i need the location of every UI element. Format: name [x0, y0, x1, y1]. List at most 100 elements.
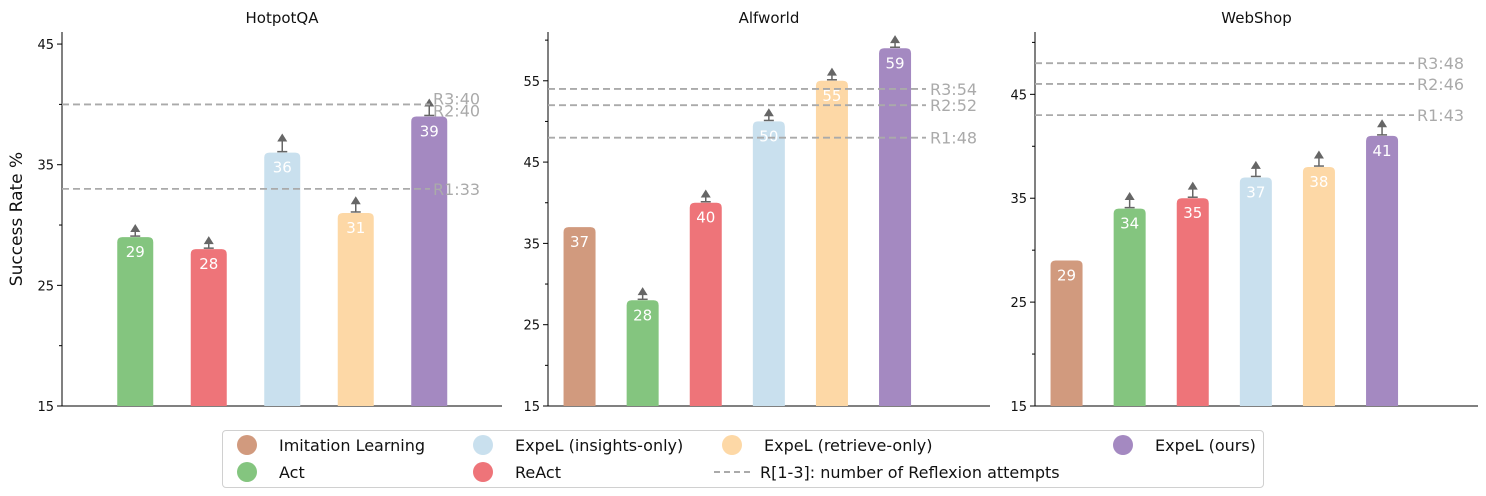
legend-swatch [473, 435, 493, 455]
y-tick-label: 45 [523, 156, 540, 171]
chart-title: HotpotQA [246, 9, 320, 27]
bar-imitation-learning [563, 227, 596, 406]
legend-label: Act [279, 462, 305, 482]
y-tick-label: 55 [523, 75, 540, 90]
bar-imitation-learning [1050, 260, 1083, 406]
legend-item-expel-ours: ExpeL (ours) [1111, 432, 1256, 458]
improvement-arrow-head [1377, 119, 1388, 128]
legend-swatch [237, 435, 257, 455]
chart-title: Alfworld [739, 9, 800, 27]
improvement-arrow-head [277, 133, 288, 142]
improvement-arrow-head [1124, 192, 1135, 201]
legend-swatch [237, 462, 257, 482]
chart-title: WebShop [1221, 9, 1291, 27]
bar-expel-ours [879, 48, 912, 407]
bar-expel-insights-only [1239, 177, 1272, 406]
bar-value-label: 29 [1057, 267, 1076, 285]
reflexion-label: R1:43 [1417, 106, 1464, 125]
bar-expel-ours [411, 116, 448, 407]
bar-expel-insights-only [752, 121, 785, 406]
legend-label: ExpeL (insights-only) [515, 435, 684, 455]
legend-dash-swatch [714, 471, 750, 473]
bar-value-label: 28 [199, 255, 218, 273]
y-tick-label: 15 [1010, 400, 1027, 415]
bar-value-label: 38 [1309, 173, 1328, 191]
y-tick-label: 25 [523, 319, 540, 334]
improvement-arrow-head [1187, 181, 1198, 190]
y-axis-label: Success Rate % [7, 152, 27, 286]
chart-panel-alfworld: Alfworld 15 25 35 45 55 37 28 40 50 55 59 R3:54R2:52… [523, 9, 990, 415]
y-tick-label: 35 [523, 237, 540, 252]
bar-value-label: 37 [570, 233, 589, 251]
reflexion-label: R3:54 [930, 80, 977, 99]
reflexion-label: R3:48 [1417, 54, 1464, 73]
bar-expel-insights-only [264, 152, 301, 406]
bar-expel-ours [1366, 135, 1399, 406]
legend-label: ExpeL (retrieve-only) [764, 435, 933, 455]
reflexion-label: R2:52 [930, 96, 977, 115]
bar-react [689, 202, 722, 406]
legend-label: ReAct [515, 462, 561, 482]
bar-value-label: 35 [1183, 204, 1202, 222]
reflexion-label: R1:48 [930, 129, 977, 148]
reflexion-label: R2:40 [433, 101, 480, 120]
legend-item-act: Act [235, 459, 305, 485]
reflexion-label: R2:46 [1417, 75, 1464, 94]
improvement-arrow-head [890, 35, 901, 44]
legend-item-imitation-learning: Imitation Learning [235, 432, 425, 458]
y-tick-label: 15 [523, 400, 540, 415]
bar-value-label: 31 [346, 219, 365, 237]
bar-value-label: 29 [126, 243, 145, 261]
improvement-arrow-head [763, 108, 774, 117]
legend-swatch [1113, 435, 1133, 455]
legend: Imitation Learning Act ExpeL (insights-o… [222, 430, 1264, 488]
bar-value-label: 36 [273, 159, 292, 177]
improvement-arrow-head [1250, 160, 1261, 169]
legend-item-react: ReAct [471, 459, 561, 485]
y-tick-label: 15 [37, 400, 54, 415]
legend-label: Imitation Learning [279, 435, 426, 455]
legend-label: R[1-3]: number of Reflexion attempts [760, 462, 1060, 482]
improvement-arrow-head [203, 236, 214, 245]
y-tick-label: 35 [1010, 192, 1027, 207]
bar-value-label: 40 [696, 209, 715, 227]
y-tick-label: 25 [1010, 296, 1027, 311]
reflexion-label: R1:33 [433, 180, 480, 199]
bar-value-label: 34 [1120, 215, 1139, 233]
bar-act [1113, 208, 1146, 406]
improvement-arrow-head [826, 67, 837, 76]
chart-panel-hotpotqa: HotpotQA 15 25 35 45 Success Rate % 29 28 36 31 39… [7, 9, 502, 415]
improvement-arrow-head [700, 189, 711, 198]
legend-item-expel-retrieve-only: ExpeL (retrieve-only) [720, 432, 933, 458]
legend-swatch [722, 435, 742, 455]
bar-value-label: 59 [886, 54, 905, 72]
legend-label: ExpeL (ours) [1155, 435, 1256, 455]
bar-act [117, 237, 154, 406]
bar-value-label: 28 [633, 306, 652, 324]
bar-value-label: 39 [420, 122, 439, 140]
bar-expel-retrieve-only [815, 80, 848, 407]
y-tick-label: 45 [1010, 88, 1027, 103]
improvement-arrow-head [637, 287, 648, 296]
bar-value-label: 37 [1246, 183, 1265, 201]
reflexion-label: R3:40 [433, 89, 480, 108]
bar-act [626, 300, 659, 406]
chart-panel-webshop: WebShop 15 25 35 45 29 34 35 37 38 41 R3:48 R2:46 R1:… [1010, 9, 1478, 415]
bar-expel-retrieve-only [337, 212, 374, 406]
y-tick-label: 25 [37, 279, 54, 294]
y-tick-label: 45 [37, 38, 54, 53]
improvement-arrow-head [130, 224, 141, 233]
bar-value-label: 50 [759, 127, 778, 145]
chart-figure: HotpotQA 15 25 35 45 Success Rate % 29 28 36 31 39… [7, 9, 1478, 415]
legend-item-reflexion: R[1-3]: number of Reflexion attempts [714, 459, 1060, 485]
legend-swatch [473, 462, 493, 482]
bar-react [190, 249, 227, 406]
bar-expel-retrieve-only [1302, 167, 1335, 406]
bar-react [1176, 198, 1209, 406]
legend-item-expel-insights-only: ExpeL (insights-only) [471, 432, 683, 458]
bar-value-label: 55 [822, 87, 841, 105]
y-tick-label: 35 [37, 159, 54, 174]
improvement-arrow-head [1313, 150, 1324, 159]
improvement-arrow-head [350, 196, 361, 205]
bar-value-label: 41 [1373, 142, 1392, 160]
